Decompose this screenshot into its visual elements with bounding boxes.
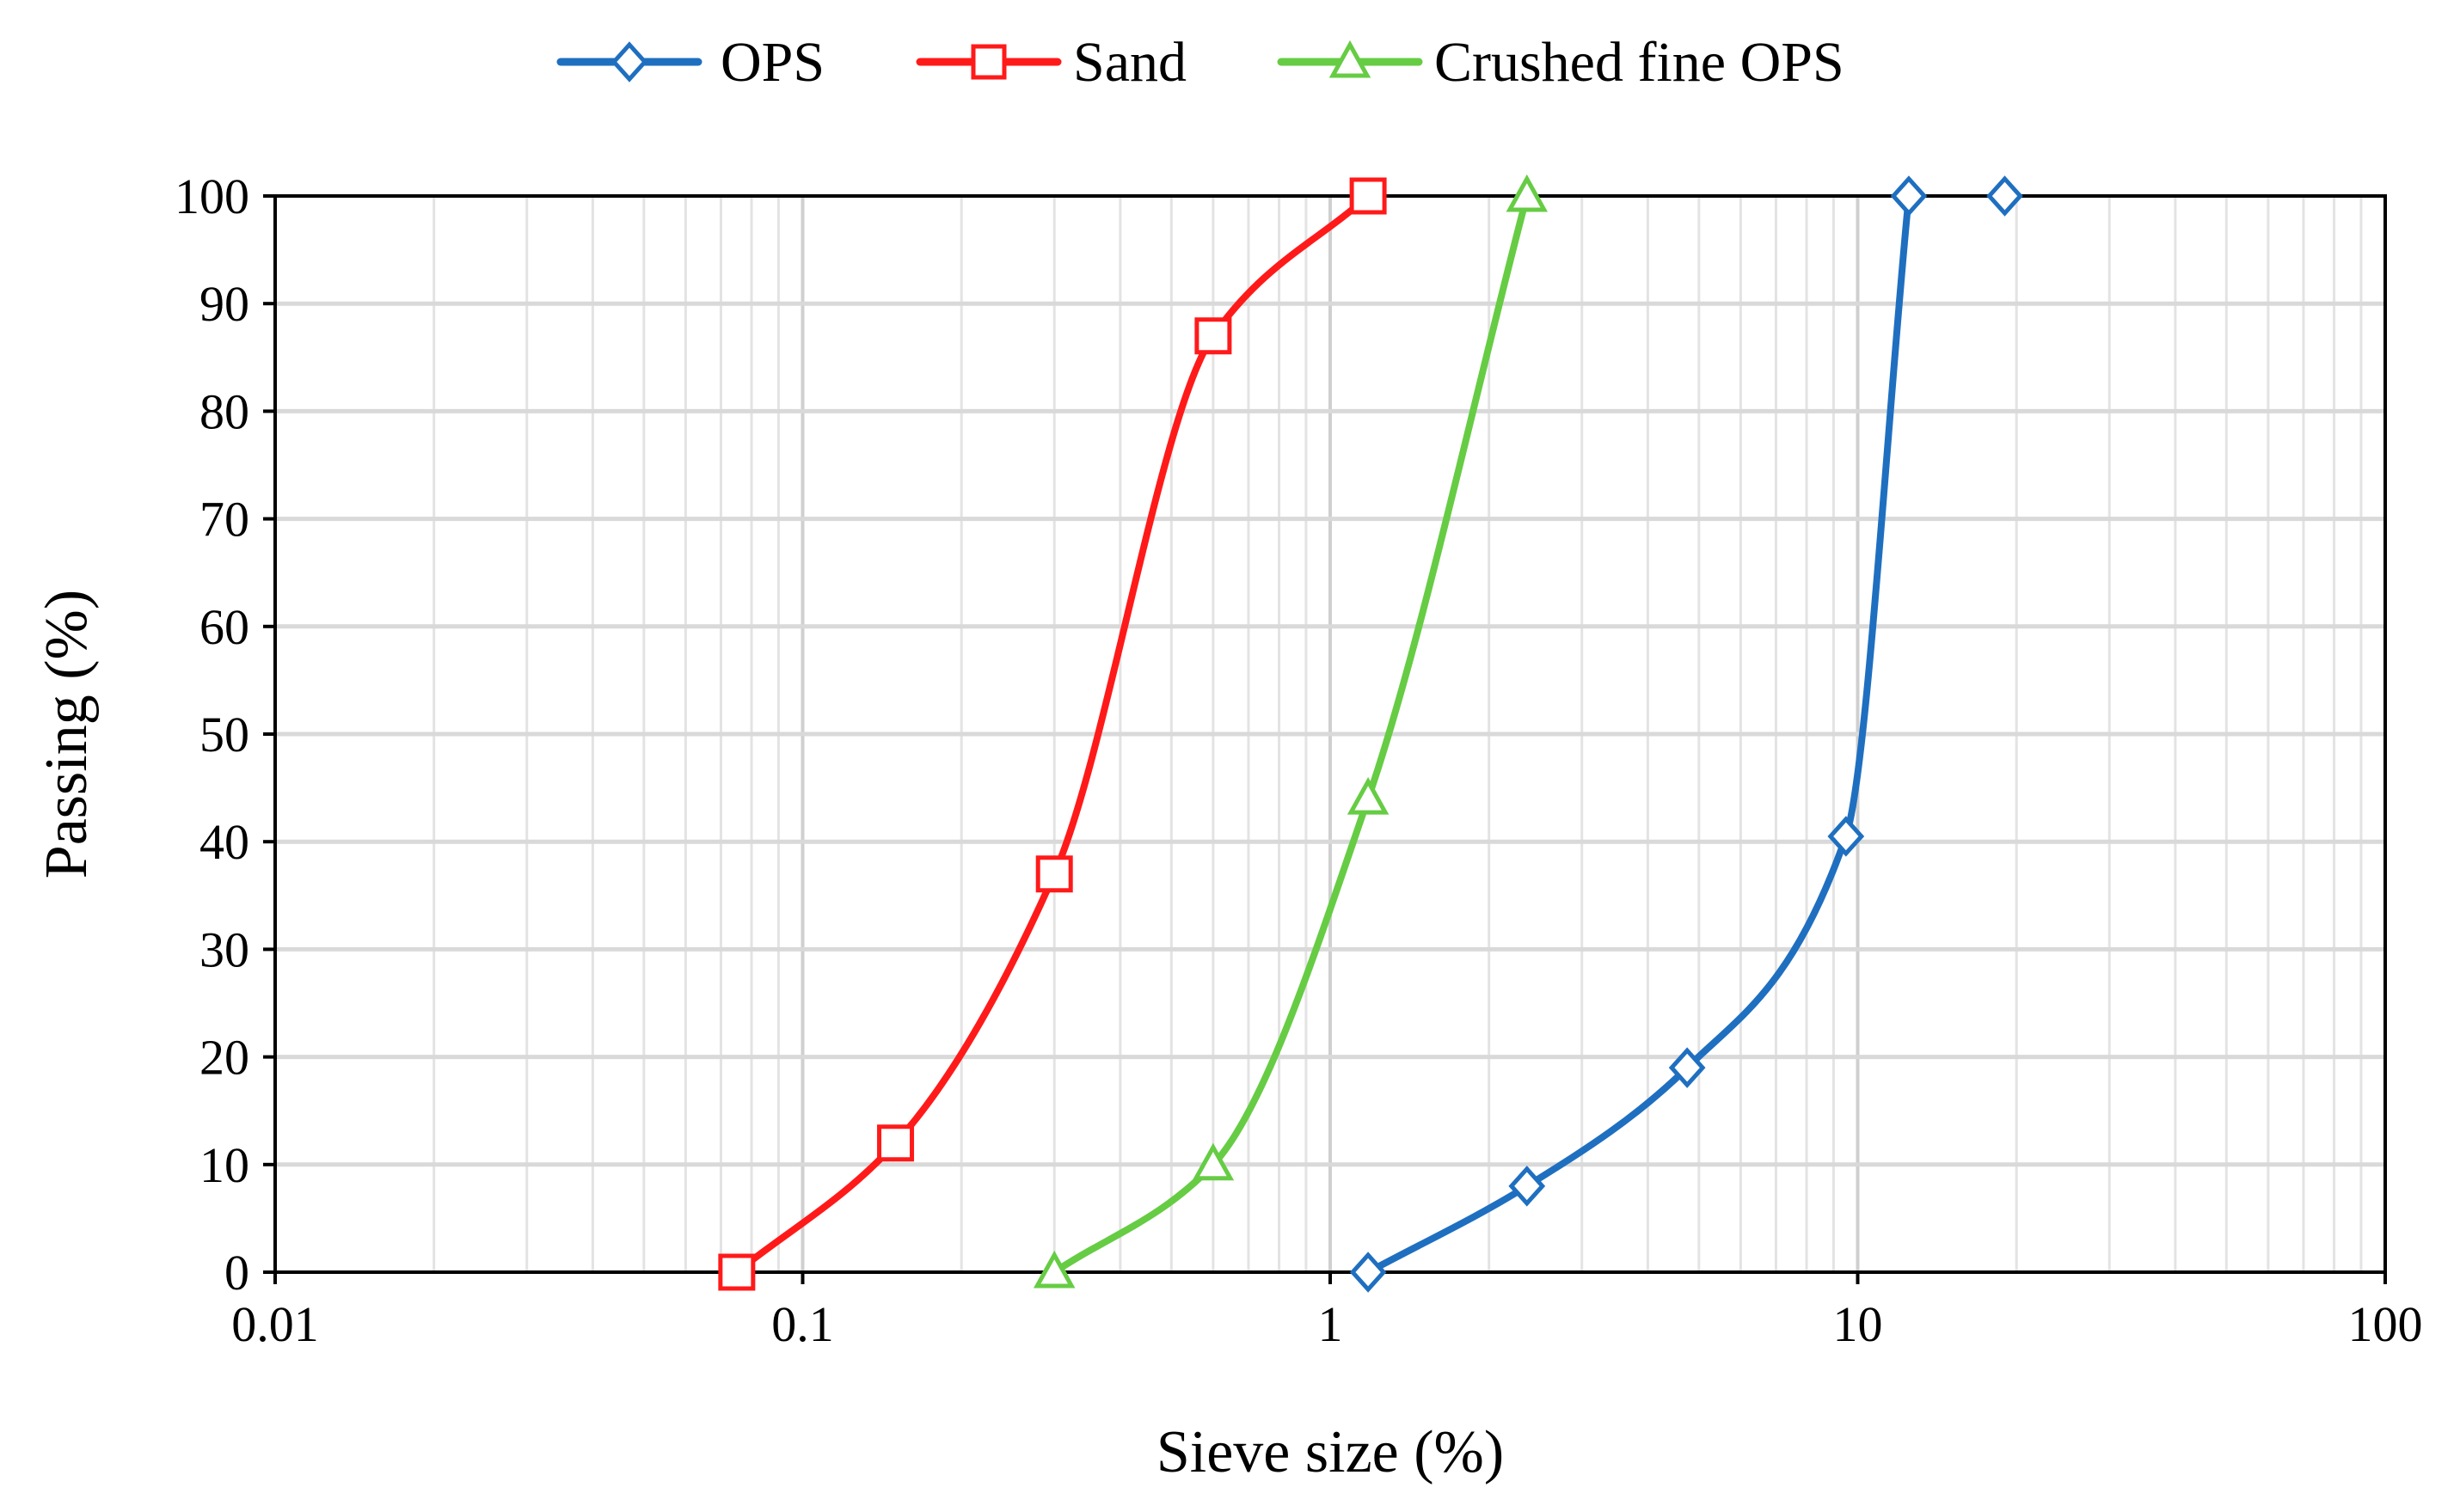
- legend-label-ops: OPS: [721, 31, 825, 94]
- legend-item-crushed-fine-ops: Crushed fine OPS: [1277, 31, 1844, 94]
- legend-marker-sand: [971, 44, 1007, 80]
- major-gridlines: [275, 196, 2385, 1272]
- data-point-ops: [1349, 1252, 1387, 1293]
- data-point-ops: [1890, 175, 1928, 217]
- x-axis-tick-labels: 0.01 0.1 1 10 100: [231, 1296, 2422, 1352]
- y-tick-label: 10: [199, 1137, 249, 1193]
- y-tick-label: 30: [199, 921, 249, 977]
- legend: OPS Sand Crushed fine OPS: [556, 31, 1844, 94]
- data-point-ops: [1827, 816, 1865, 857]
- series-line-ops: [1365, 193, 1912, 1276]
- series-lines: [733, 193, 1912, 1276]
- data-point-sand: [718, 1253, 756, 1291]
- legend-label-sand: Sand: [1073, 31, 1187, 94]
- legend-item-sand: Sand: [916, 31, 1187, 94]
- series-markers: [718, 174, 2023, 1293]
- y-tick-label: 50: [199, 707, 249, 762]
- legend-label-crushed-fine-ops: Crushed fine OPS: [1434, 31, 1844, 94]
- y-tick-label: 90: [199, 276, 249, 332]
- y-tick-label: 80: [199, 383, 249, 439]
- x-tick-label: 0.1: [771, 1296, 834, 1352]
- y-tick-label: 100: [175, 168, 249, 224]
- y-axis-title: Passing (%): [34, 590, 100, 878]
- x-tick-label: 1: [1318, 1296, 1343, 1352]
- data-point-ops: [1986, 175, 2023, 217]
- x-axis-title: Sieve size (%): [1156, 1419, 1504, 1485]
- x-tick-label: 100: [2348, 1296, 2423, 1352]
- y-tick-label: 70: [199, 492, 249, 548]
- y-tick-label: 40: [199, 814, 249, 870]
- data-point-ops: [1508, 1166, 1546, 1207]
- x-axis-ticks: [273, 1272, 2387, 1284]
- x-tick-label: 10: [1833, 1296, 1883, 1352]
- data-point-sand: [1194, 317, 1232, 355]
- series-line-sand: [733, 193, 1372, 1276]
- data-point-crushed-fine-ops: [1506, 174, 1549, 212]
- data-point-crushed-fine-ops: [1347, 776, 1390, 815]
- data-point-crushed-fine-ops: [1192, 1142, 1235, 1181]
- data-point-sand: [877, 1124, 915, 1162]
- legend-marker-ops: [610, 41, 648, 83]
- data-point-crushed-fine-ops: [1033, 1250, 1076, 1289]
- legend-item-ops: OPS: [556, 31, 825, 94]
- data-point-sand: [1035, 855, 1073, 893]
- y-tick-label: 0: [224, 1245, 249, 1301]
- series-line-crushed-fine-ops: [1051, 193, 1531, 1276]
- y-tick-label: 20: [199, 1030, 249, 1086]
- data-point-sand: [1349, 177, 1387, 215]
- y-axis-tick-labels: 0 10 20 30 40 50 60 70 80 90 100: [175, 168, 249, 1301]
- data-point-ops: [1668, 1047, 1706, 1088]
- x-tick-label: 0.01: [231, 1296, 319, 1352]
- y-axis-ticks: [263, 194, 275, 1274]
- y-tick-label: 60: [199, 599, 249, 655]
- legend-marker-crushed-fine-ops: [1328, 40, 1371, 78]
